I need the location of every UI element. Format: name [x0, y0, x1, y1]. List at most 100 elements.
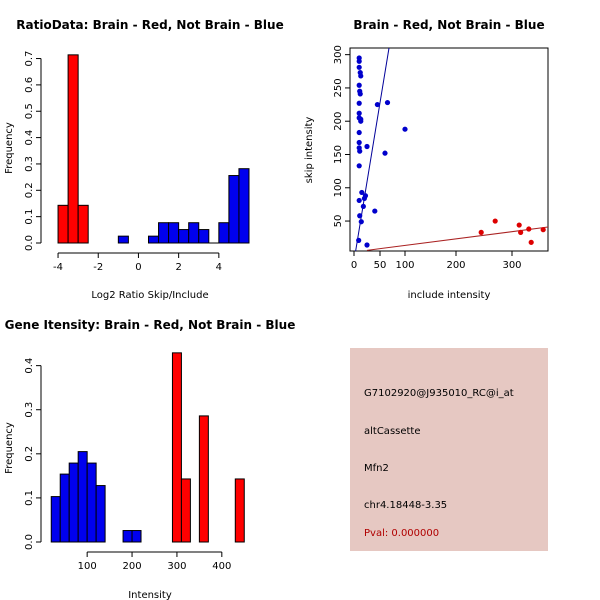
ratio-y-tick-label-2: 0.2	[24, 182, 35, 198]
scatter-fit-line-brain-fit	[366, 226, 548, 251]
scatter-x-axis-label: include intensity	[408, 290, 491, 301]
ratio-x-tick-label-4: 4	[216, 262, 222, 273]
scatter-x-tick-label-4: 300	[502, 260, 521, 271]
ratio-y-tick-label-0: 0.0	[24, 235, 35, 251]
scatter-point-brain-0	[492, 218, 498, 224]
intensity-x-tick-label-2: 300	[167, 561, 186, 572]
scatter-point-not-brain-13	[356, 129, 362, 136]
intensity-y-axis-label: Frequency	[4, 422, 15, 474]
ratio-x-tick-label-0: -4	[53, 262, 63, 273]
intensity-bar-brain-0	[171, 352, 182, 543]
intensity-y-tick-label-3: 0.3	[24, 402, 35, 418]
ratio-bar-brain-1	[67, 54, 79, 244]
scatter-point-not-brain-24	[358, 219, 364, 225]
scatter-point-not-brain-32	[402, 126, 408, 132]
ratio-x-tick-label-3: 2	[175, 262, 181, 273]
ratio-chart-title: RatioData: Brain - Red, Not Brain - Blue	[16, 18, 283, 32]
scatter-point-not-brain-1	[356, 58, 362, 64]
intensity-x-tick-label-3: 400	[212, 561, 231, 572]
scatter-point-not-brain-23	[357, 213, 363, 219]
info-pval: Pval: 0.000000	[364, 528, 439, 539]
scatter-axes: 0 50 100 200 300 50 100 150 200 250 300	[333, 45, 522, 271]
scatter-y-tick-label-2: 150	[333, 145, 344, 164]
scatter-fit-line-not-brain-fit	[355, 48, 390, 251]
ratio-bar-not-brain-0	[117, 235, 129, 244]
ratio-y-tick-label-3: 0.3	[24, 156, 35, 172]
scatter-point-not-brain-2	[356, 64, 362, 70]
intensity-y-tick-label-0: 0.0	[24, 534, 35, 550]
scatter-point-not-brain-5	[356, 82, 362, 88]
scatter-point-brain-3	[518, 229, 524, 235]
intensity-bar-brain-1	[180, 478, 191, 543]
scatter-x-tick-label-1: 50	[374, 260, 387, 271]
intensity-x-axis-label: Intensity	[128, 590, 172, 600]
scatter-point-not-brain-22	[360, 203, 366, 210]
ratio-x-tick-label-2: 0	[135, 262, 141, 273]
scatter-point-not-brain-4	[358, 73, 364, 79]
intensity-bar-not-brain-2	[68, 462, 79, 543]
ratio-x-tick-label-1: -2	[93, 262, 103, 273]
ratio-y-tick-label-4: 0.4	[24, 130, 35, 146]
scatter-y-tick-label-4: 250	[333, 78, 344, 97]
intensity-y-tick-label-1: 0.1	[24, 490, 35, 506]
scatter-point-not-brain-26	[364, 242, 370, 248]
intensity-bar-brain-3	[234, 478, 245, 543]
scatter-panel: Brain - Red, Not Brain - Blue 0 50 100 200 3…	[304, 18, 549, 301]
scatter-point-not-brain-31	[382, 150, 388, 156]
intensity-bars	[50, 352, 245, 543]
scatter-point-not-brain-14	[356, 139, 362, 146]
ratio-bar-brain-0	[57, 204, 69, 244]
ratio-bar-not-brain-1	[147, 235, 160, 244]
ratio-bars	[57, 54, 250, 244]
scatter-chart-title: Brain - Red, Not Brain - Blue	[353, 18, 544, 32]
scatter-point-not-brain-25	[356, 237, 362, 243]
ratio-bar-not-brain-6	[198, 229, 210, 244]
ratio-x-axis-label: Log2 Ratio Skip/Include	[91, 290, 208, 301]
ratio-bar-not-brain-2	[158, 222, 170, 244]
scatter-point-not-brain-16	[357, 148, 363, 154]
scatter-point-brain-4	[526, 226, 532, 232]
intensity-y-tick-label-4: 0.4	[24, 358, 35, 374]
scatter-plot-frame	[349, 47, 549, 252]
ratio-bar-not-brain-5	[188, 222, 200, 244]
scatter-points	[356, 55, 546, 248]
scatter-point-not-brain-30	[384, 99, 391, 106]
info-event-type: altCassette	[364, 426, 421, 437]
ratio-bar-not-brain-9	[228, 175, 240, 244]
info-gene-name: Mfn2	[364, 463, 389, 474]
scatter-point-not-brain-7	[357, 91, 363, 97]
scatter-point-not-brain-18	[359, 189, 365, 196]
scatter-point-not-brain-8	[356, 100, 362, 106]
intensity-x-tick-label-1: 200	[122, 561, 141, 572]
ratio-bar-not-brain-4	[178, 229, 190, 244]
scatter-fit-lines	[355, 48, 548, 251]
ratio-y-axis-label: Frequency	[4, 122, 15, 174]
intensity-axes: 100 200 300 400 0.0 0.1 0.2 0.3 0.4	[24, 358, 231, 572]
ratio-y-tick-label-7: 0.7	[24, 51, 35, 67]
intensity-y-tick-label-2: 0.2	[24, 446, 35, 462]
scatter-point-brain-5	[528, 239, 534, 245]
ratio-y-tick-label-6: 0.6	[24, 77, 35, 93]
intensity-x-tick-label-0: 100	[78, 561, 97, 572]
scatter-x-tick-label-0: 0	[351, 260, 357, 271]
intensity-bar-not-brain-4	[86, 462, 97, 543]
scatter-point-not-brain-12	[358, 116, 364, 122]
scatter-point-not-brain-9	[356, 110, 362, 116]
scatter-point-brain-6	[540, 227, 546, 233]
intensity-bar-brain-2	[198, 415, 209, 543]
intensity-bar-not-brain-6	[122, 530, 133, 543]
scatter-point-not-brain-28	[364, 143, 370, 150]
scatter-y-tick-label-3: 200	[333, 112, 344, 131]
scatter-y-tick-label-1: 100	[333, 178, 344, 197]
ratio-bar-brain-2	[77, 204, 89, 244]
ratio-bar-not-brain-3	[168, 222, 180, 244]
intensity-chart-title: Gene Itensity: Brain - Red, Not Brain - …	[5, 318, 296, 332]
intensity-bar-not-brain-1	[59, 473, 70, 543]
intensity-bar-not-brain-0	[50, 496, 61, 543]
scatter-point-brain-1	[478, 229, 484, 235]
ratio-axes: -4 -2 0 2 4 0.0 0.1 0.2 0.3 0.4 0.5 0.6 0.7	[24, 51, 222, 273]
intensity-bar-not-brain-7	[131, 530, 142, 543]
intensity-bar-not-brain-3	[77, 451, 88, 543]
info-box-background	[350, 348, 548, 551]
